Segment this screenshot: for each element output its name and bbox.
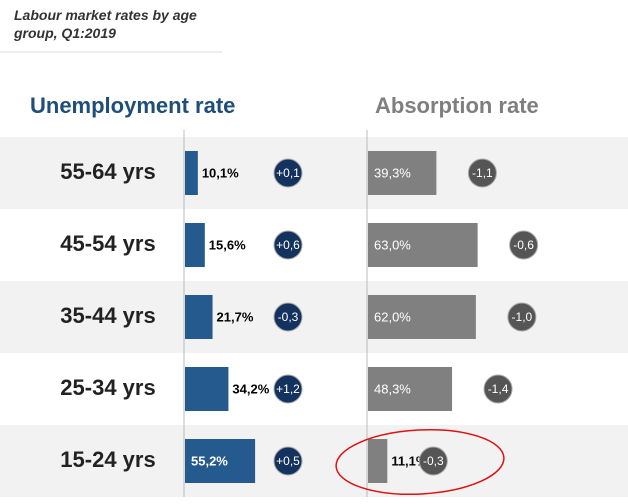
change-label: +1,2 (276, 382, 300, 396)
category-label: 25-34 yrs (60, 375, 155, 400)
change-label: -1,4 (488, 382, 509, 396)
change-badge (273, 302, 303, 332)
value-label: 15,6% (209, 237, 246, 252)
change-badge (273, 374, 303, 404)
bar (368, 367, 453, 411)
value-label: 48,3% (374, 381, 411, 396)
bar (185, 367, 229, 411)
value-label: 21,7% (217, 309, 254, 324)
bar (185, 439, 256, 483)
panel-title: Unemployment rate (30, 93, 235, 118)
change-badge (418, 446, 448, 476)
highlight-circle (335, 428, 505, 496)
row-band (0, 425, 628, 497)
change-label: -0,3 (423, 454, 444, 468)
change-badge (507, 302, 537, 332)
change-badge (509, 230, 539, 260)
change-badge (467, 158, 497, 188)
row-bands (0, 137, 628, 497)
bar (185, 151, 198, 195)
category-label: 55-64 yrs (60, 159, 155, 184)
change-label: +0,1 (276, 166, 300, 180)
value-label: 39,3% (374, 165, 411, 180)
change-badge (273, 446, 303, 476)
bar (368, 439, 388, 483)
change-label: -1,0 (512, 310, 533, 324)
category-label: 35-44 yrs (60, 303, 155, 328)
row-band (0, 137, 628, 209)
change-badge (273, 230, 303, 260)
value-label: 55,2% (191, 453, 228, 468)
change-badge (273, 158, 303, 188)
change-label: -1,1 (472, 166, 493, 180)
value-label: 34,2% (232, 381, 269, 396)
value-label: 62,0% (374, 309, 411, 324)
bar (368, 151, 437, 195)
bar (368, 295, 476, 339)
change-label: -0,6 (513, 238, 534, 252)
change-label: +0,6 (276, 238, 300, 252)
change-label: +0,5 (276, 454, 300, 468)
bar (185, 223, 205, 267)
value-label: 63,0% (374, 237, 411, 252)
value-label: 11,1% (391, 453, 428, 468)
marks: 55-64 yrs 45-54 yrs 35-44 yrs 25-34 yrs 15-2… (60, 151, 539, 483)
change-label: -0,3 (278, 310, 299, 324)
change-badge (483, 374, 513, 404)
category-label: 15-24 yrs (60, 447, 155, 472)
category-label: 45-54 yrs (60, 231, 155, 256)
panel-title: Absorption rate (375, 93, 539, 118)
bar (368, 223, 478, 267)
value-label: 10,1% (202, 165, 239, 180)
bar (185, 295, 213, 339)
page-title: Labour market rates by age group, Q1:201… (14, 7, 197, 41)
